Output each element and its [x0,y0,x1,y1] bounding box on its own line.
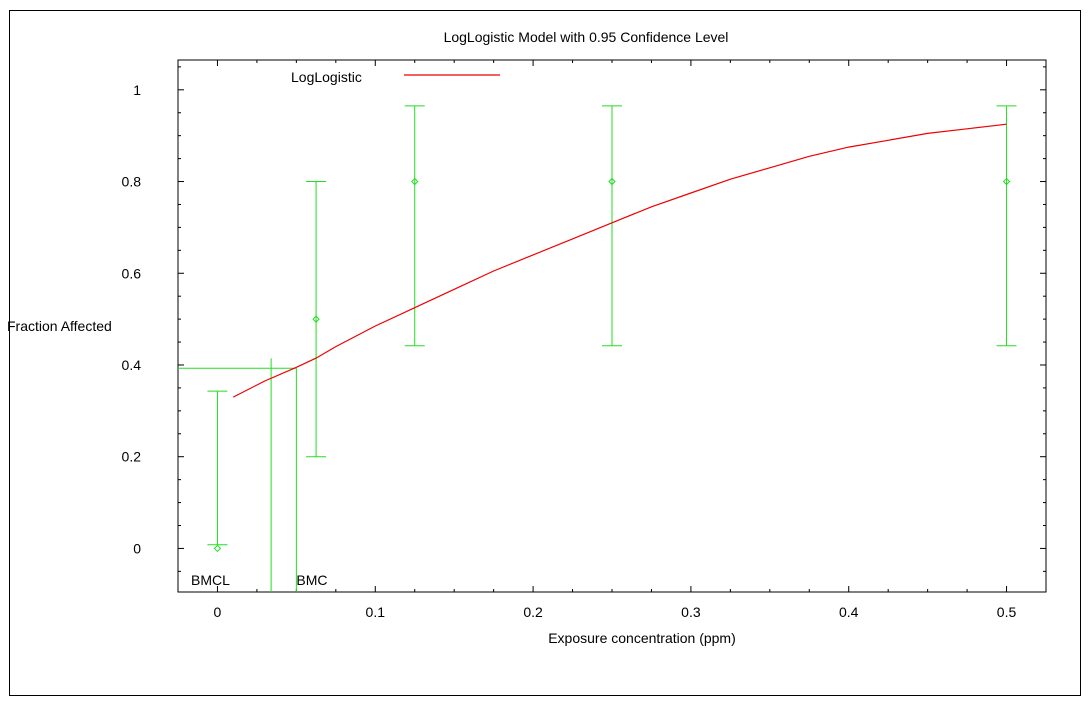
x-tick-label: 0.1 [366,604,386,620]
data-point [213,544,222,553]
x-tick-label: 0 [214,604,222,620]
y-tick-label: 0.8 [122,174,142,190]
chart-frame [9,10,1081,696]
data-point [1002,177,1011,186]
bmd-markers: BMCL BMC [178,358,327,592]
legend-label: LogLogistic [291,69,362,85]
x-tick-label: 0.2 [523,604,543,620]
chart-title: LogLogistic Model with 0.95 Confidence L… [444,29,729,45]
y-axis-label: Fraction Affected [7,318,112,334]
y-tick-label: 0.6 [122,265,142,281]
tick-labels: 0 0.1 0.2 0.3 0.4 0.5 0 0.2 0.4 0.6 0.8 1 [122,82,1017,620]
model-curve [232,123,1007,398]
data-point [608,177,616,186]
y-tick-label: 0 [133,540,141,556]
bmcl-label: BMCL [191,572,230,588]
x-tick-label: 0.5 [997,604,1017,620]
observed-points [207,105,1017,553]
y-tick-label: 1 [133,82,141,98]
y-tick-label: 0.2 [122,449,142,465]
data-point [411,177,419,186]
legend: LogLogistic [291,69,500,85]
y-tick-label: 0.4 [122,357,142,373]
data-point [312,315,320,323]
x-axis-label: Exposure concentration (ppm) [548,630,736,646]
bmc-label: BMC [296,572,327,588]
x-tick-label: 0.3 [681,604,701,620]
x-tick-label: 0.4 [839,604,859,620]
